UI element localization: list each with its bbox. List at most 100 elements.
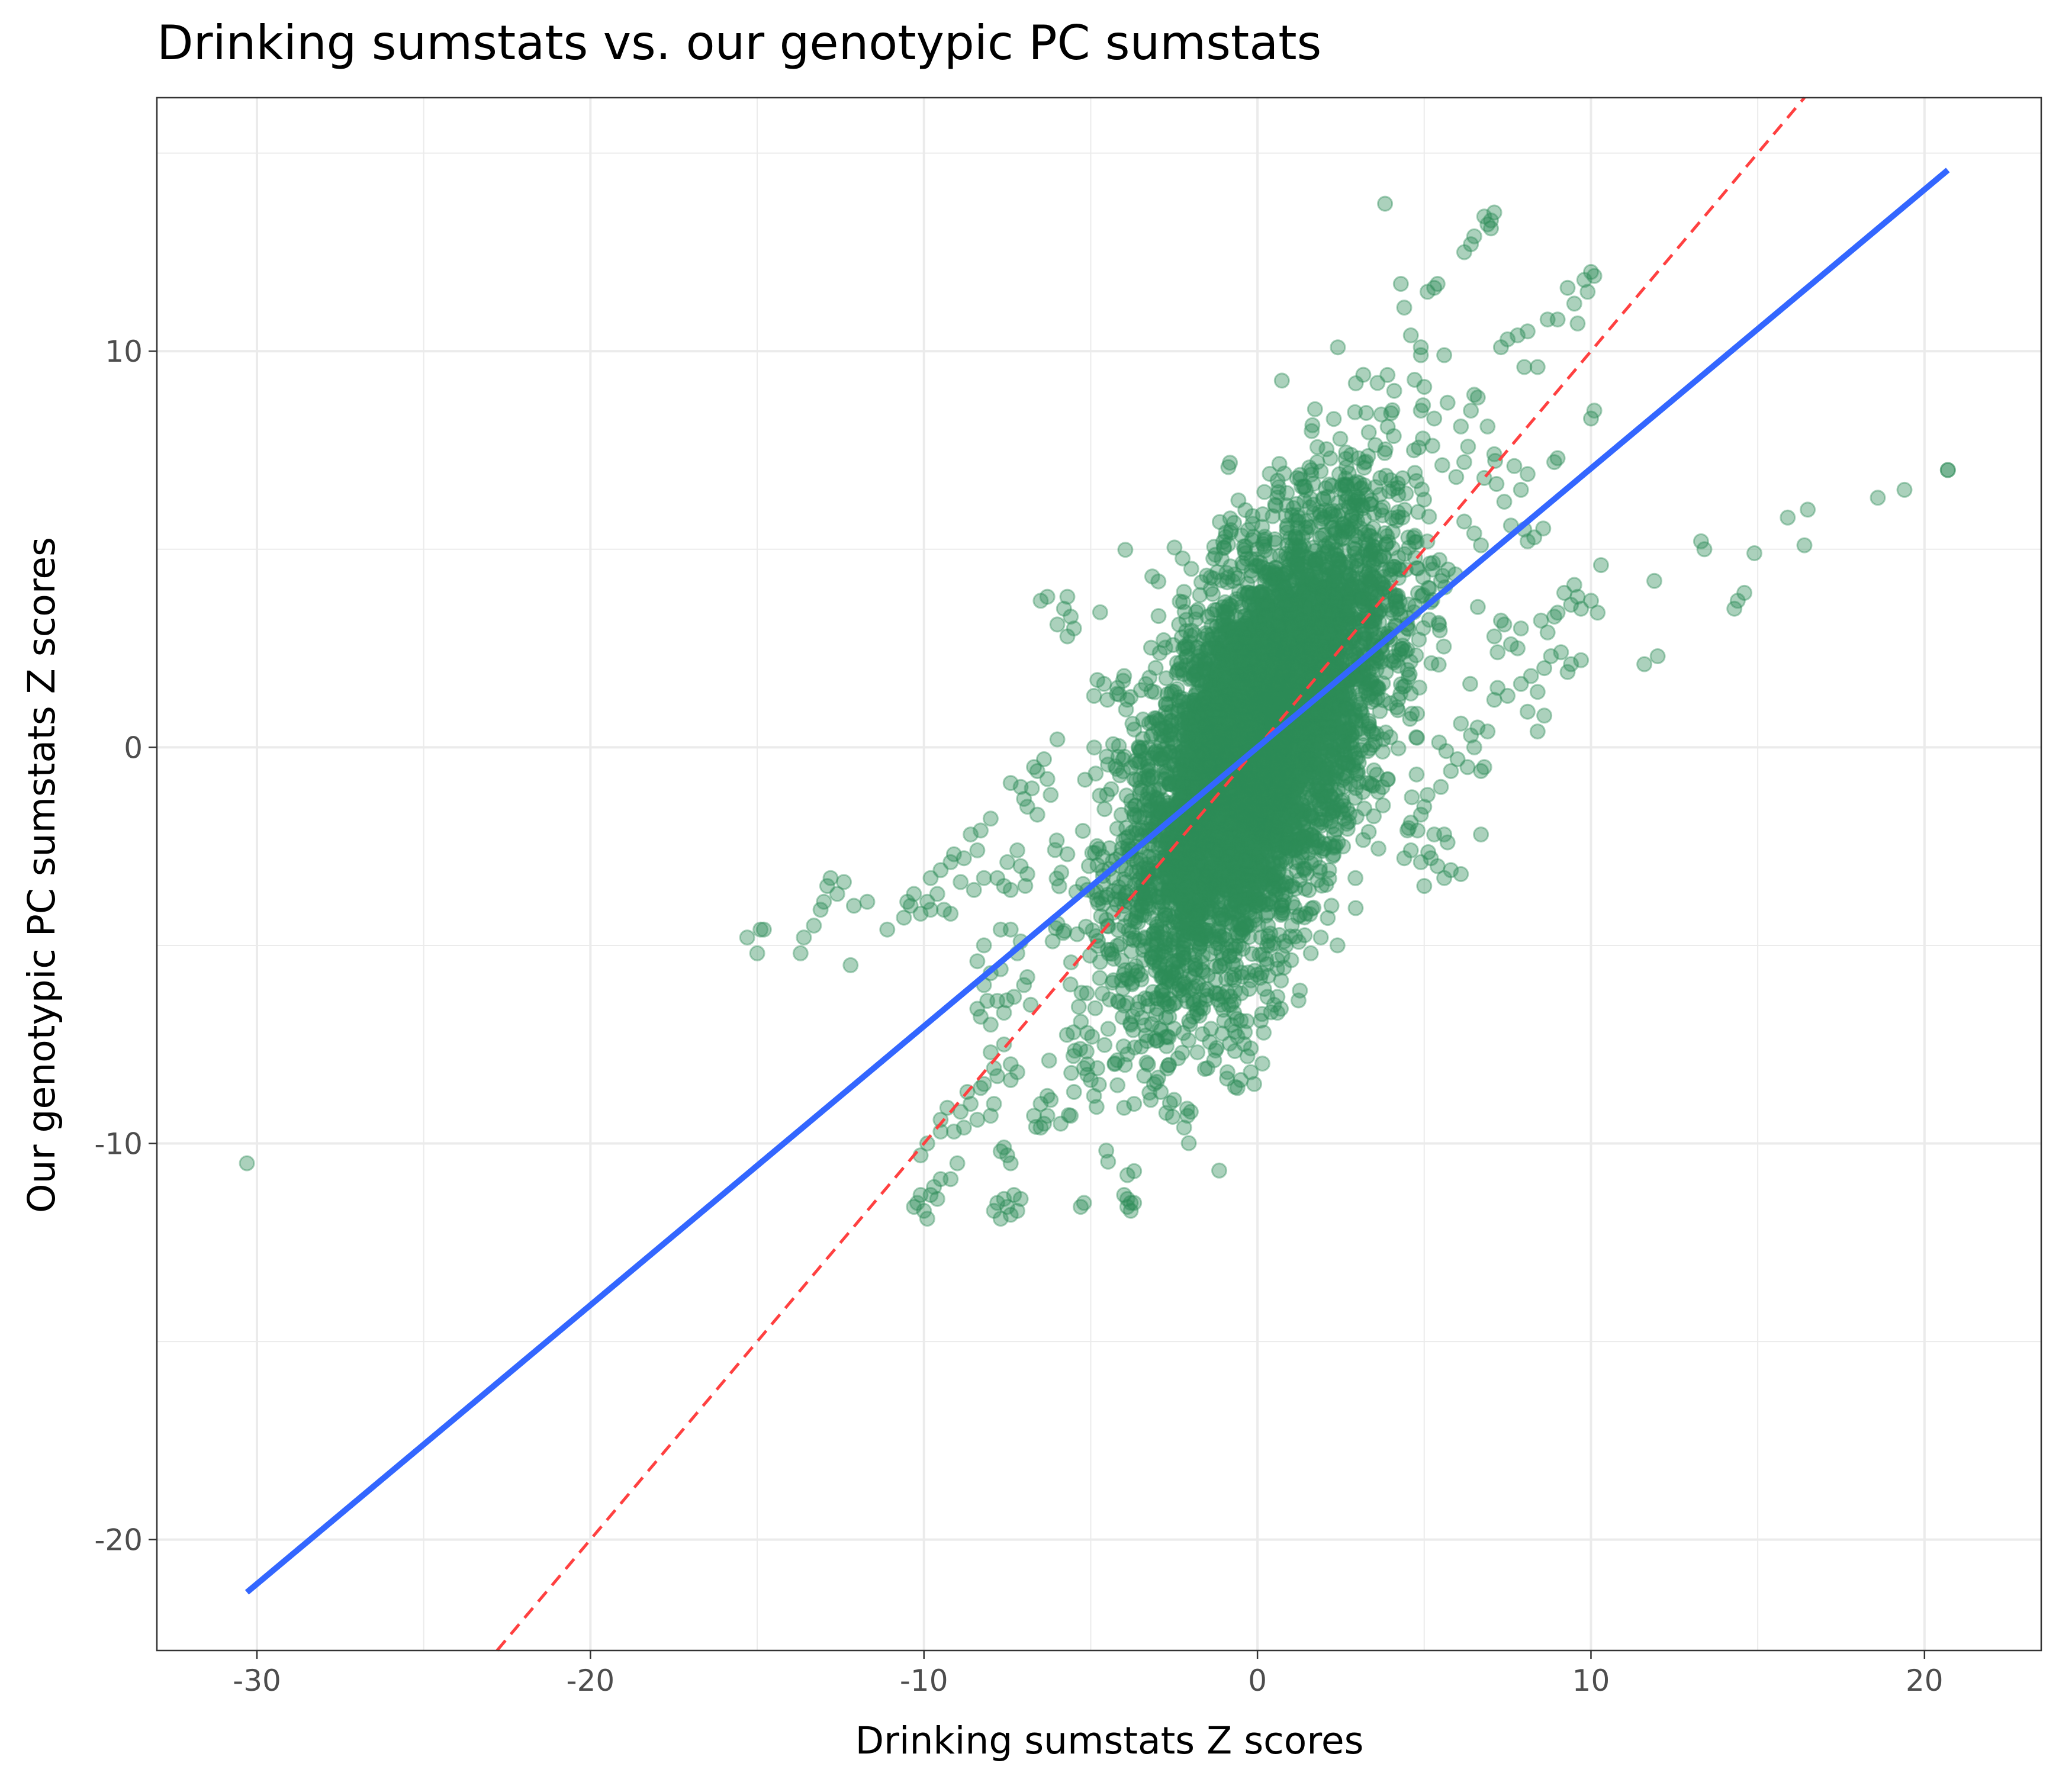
data-point	[1402, 710, 1418, 727]
data-point	[1217, 594, 1234, 610]
data-point	[1165, 879, 1182, 896]
data-point	[1289, 673, 1305, 690]
data-point	[1234, 555, 1251, 571]
data-point	[1431, 616, 1447, 633]
data-point	[1209, 733, 1226, 749]
data-point	[1198, 722, 1214, 738]
data-point	[1296, 658, 1313, 675]
data-point	[1117, 1057, 1133, 1073]
data-point	[1209, 722, 1226, 739]
data-point	[1295, 732, 1311, 749]
data-point	[1309, 454, 1325, 471]
data-point	[1306, 793, 1323, 810]
data-point	[1220, 459, 1237, 475]
data-point	[1201, 909, 1218, 925]
data-point	[1065, 1048, 1082, 1064]
data-point	[1238, 768, 1255, 784]
chart-title: Drinking sumstats vs. our genotypic PC s…	[157, 15, 1321, 70]
data-point	[1191, 906, 1206, 922]
data-point	[1207, 971, 1224, 988]
data-point	[1249, 883, 1265, 900]
data-point	[1322, 450, 1339, 466]
data-point	[1080, 858, 1097, 874]
data-point	[1267, 694, 1283, 711]
data-point	[1114, 952, 1130, 969]
data-point	[1254, 851, 1271, 868]
data-point	[1294, 608, 1310, 625]
data-point	[1244, 585, 1260, 602]
data-point	[1312, 726, 1328, 742]
data-point	[1276, 610, 1292, 627]
data-point	[1283, 787, 1299, 803]
data-point	[1263, 671, 1279, 688]
data-point	[1219, 715, 1235, 732]
data-point	[1277, 682, 1294, 699]
data-point	[1448, 469, 1465, 485]
data-point	[1245, 661, 1261, 678]
data-point	[1347, 493, 1363, 509]
data-point	[1117, 542, 1134, 558]
data-point	[1296, 719, 1313, 735]
data-point	[1248, 848, 1265, 864]
data-point	[1051, 878, 1067, 895]
data-point	[1200, 767, 1217, 784]
data-point	[1337, 451, 1354, 467]
data-point	[1222, 852, 1238, 868]
data-point	[1181, 1013, 1198, 1029]
data-point	[1310, 832, 1327, 849]
data-point	[1375, 744, 1391, 760]
data-point	[1298, 482, 1314, 498]
data-point	[1262, 748, 1279, 764]
data-point	[1304, 663, 1320, 680]
data-point	[1280, 793, 1296, 810]
data-point	[1223, 735, 1240, 752]
data-point	[1246, 528, 1262, 545]
data-point	[1317, 700, 1334, 716]
data-point	[1312, 463, 1329, 480]
data-point	[1304, 746, 1320, 762]
data-point	[1087, 1000, 1103, 1016]
data-point	[1367, 583, 1384, 599]
data-point	[1259, 868, 1276, 885]
data-point	[1270, 650, 1287, 667]
data-point	[1256, 484, 1273, 500]
data-point	[1147, 745, 1163, 762]
data-point	[1191, 704, 1207, 721]
data-point	[1323, 621, 1339, 638]
data-point	[1206, 716, 1222, 732]
data-point	[1312, 863, 1328, 880]
data-point	[1388, 512, 1405, 529]
data-point	[1242, 623, 1259, 640]
data-point	[1205, 836, 1222, 853]
data-point	[1291, 644, 1308, 661]
data-point	[1056, 923, 1073, 939]
data-point	[1261, 562, 1278, 578]
data-point	[1190, 726, 1206, 743]
data-point	[1354, 549, 1370, 565]
data-point	[1218, 865, 1235, 881]
data-point	[1324, 708, 1341, 725]
data-point	[1411, 439, 1427, 456]
data-point	[1210, 742, 1227, 759]
data-point	[1302, 758, 1318, 775]
data-point	[1297, 834, 1314, 851]
data-point	[1119, 1046, 1135, 1063]
data-point	[1207, 546, 1224, 563]
data-point	[1079, 1025, 1096, 1041]
data-point	[1236, 655, 1252, 671]
data-point	[1290, 992, 1307, 1009]
data-point	[1237, 691, 1253, 707]
data-point	[1254, 646, 1271, 662]
data-point	[1193, 845, 1209, 861]
data-point	[1147, 684, 1163, 700]
data-point	[1275, 750, 1292, 767]
data-point	[1211, 514, 1228, 530]
data-point	[1399, 822, 1415, 839]
data-point	[1171, 616, 1188, 633]
data-point	[1390, 658, 1407, 674]
data-point	[1260, 666, 1276, 682]
data-point	[1151, 645, 1168, 661]
data-point	[1202, 702, 1218, 718]
data-point	[1187, 729, 1204, 746]
